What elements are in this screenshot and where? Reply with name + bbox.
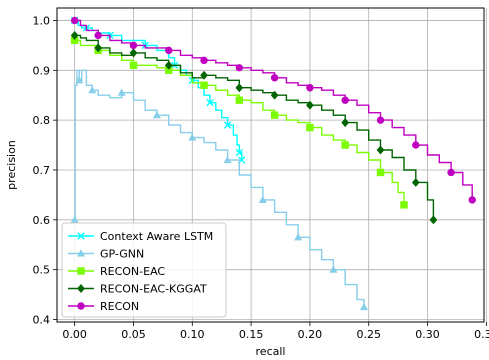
- data-point: [270, 74, 279, 82]
- data-point: [376, 145, 385, 155]
- data-point: [75, 76, 84, 84]
- data-point: [117, 88, 126, 96]
- data-point: [306, 123, 314, 132]
- legend-marker: [77, 284, 85, 293]
- y-tick-label: 0.9: [33, 64, 51, 77]
- data-point: [200, 56, 208, 65]
- x-tick-label: 0.35: [474, 328, 489, 341]
- data-point: [235, 148, 244, 157]
- data-point: [270, 90, 279, 100]
- data-point: [70, 30, 79, 40]
- data-point: [206, 99, 214, 107]
- data-point: [70, 16, 79, 25]
- data-point: [411, 177, 420, 187]
- legend-label: RECON-EAC: [100, 265, 165, 278]
- y-tick-label: 0.5: [33, 264, 51, 277]
- data-point: [359, 302, 369, 311]
- series-line: [74, 34, 435, 220]
- data-point: [235, 64, 244, 72]
- data-point: [429, 215, 438, 225]
- data-point: [468, 196, 476, 204]
- series-3: [70, 30, 438, 225]
- data-point: [188, 133, 197, 141]
- y-tick-label: 0.4: [33, 314, 51, 327]
- data-point: [152, 110, 162, 119]
- data-point: [200, 70, 208, 80]
- legend-item: Context Aware LSTM: [68, 230, 213, 243]
- x-tick-label: 0.10: [180, 328, 205, 341]
- legend-item: RECON-EAC-KGGAT: [68, 283, 207, 296]
- data-point: [376, 116, 385, 124]
- series-layer: [70, 16, 476, 311]
- legend-box: [61, 222, 227, 318]
- data-point: [129, 61, 138, 70]
- y-axis-label: precision: [5, 140, 18, 190]
- data-point: [306, 84, 314, 92]
- data-point: [270, 111, 279, 119]
- data-point: [306, 100, 314, 110]
- y-tick-label: 1.0: [33, 14, 51, 27]
- data-point: [376, 168, 385, 177]
- data-point: [88, 86, 97, 94]
- data-point: [129, 41, 138, 50]
- data-point: [164, 60, 173, 70]
- data-point: [400, 201, 408, 209]
- legend-marker: [76, 249, 86, 257]
- legend-item: RECON-EAC: [68, 265, 165, 278]
- series-1: [70, 69, 369, 311]
- data-point: [94, 43, 103, 53]
- data-point: [165, 46, 173, 55]
- data-point: [200, 81, 208, 89]
- legend-label: GP-GNN: [100, 248, 144, 261]
- series-4: [70, 16, 476, 204]
- data-point: [223, 121, 232, 129]
- data-point: [341, 118, 350, 128]
- data-point: [341, 96, 349, 104]
- legend-label: RECON-EAC-KGGAT: [100, 283, 207, 296]
- x-tick-label: 0.00: [62, 328, 87, 341]
- data-point: [341, 141, 349, 149]
- legend-label: RECON: [100, 300, 139, 313]
- data-point: [235, 83, 244, 93]
- data-point: [70, 215, 79, 223]
- y-tick-label: 0.6: [33, 214, 51, 227]
- legend: Context Aware LSTM GP-GNN RECON-EAC RECON-E…: [61, 222, 227, 318]
- data-point: [412, 141, 420, 149]
- legend-label: Context Aware LSTM: [100, 230, 213, 243]
- data-point: [294, 233, 303, 241]
- series-line: [74, 39, 405, 205]
- data-point: [235, 96, 244, 104]
- legend-item: GP-GNN: [68, 248, 144, 261]
- data-point: [329, 265, 338, 273]
- legend-item: RECON: [68, 300, 139, 313]
- grid-lines: [57, 8, 487, 322]
- legend-marker: [77, 302, 85, 310]
- legend-marker: [77, 232, 85, 240]
- plot-frame: [56, 7, 485, 323]
- x-tick-label: 0.30: [415, 328, 440, 341]
- data-point: [223, 155, 232, 164]
- axis-ticks: 0.00 0.05 0.10 0.15 0.20 0.25 0.30 0.35 0.4 0.5 0.…: [33, 14, 489, 341]
- y-tick-label: 0.7: [33, 164, 51, 177]
- y-tick-label: 0.8: [33, 114, 51, 127]
- data-point: [258, 195, 267, 203]
- legend-marker: [77, 267, 85, 275]
- data-point: [129, 48, 138, 58]
- x-axis-label: recall: [256, 345, 286, 358]
- data-point: [447, 168, 455, 177]
- data-point: [94, 31, 102, 40]
- x-tick-label: 0.25: [356, 328, 381, 341]
- x-tick-label: 0.15: [239, 328, 264, 341]
- x-tick-label: 0.05: [121, 328, 146, 341]
- x-tick-label: 0.20: [298, 328, 323, 341]
